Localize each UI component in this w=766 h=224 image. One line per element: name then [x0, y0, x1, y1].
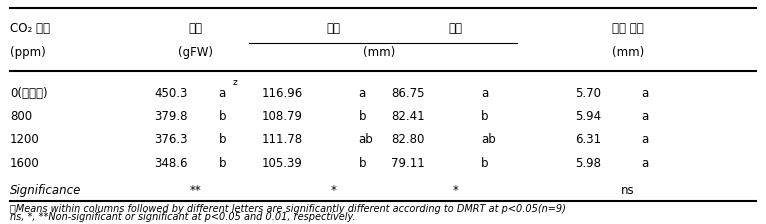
Text: z: z	[232, 78, 237, 88]
Text: 0(무처리): 0(무처리)	[10, 86, 47, 99]
Text: b: b	[218, 157, 226, 170]
Text: 과중: 과중	[188, 22, 203, 35]
Text: a: a	[641, 110, 649, 123]
Text: 376.3: 376.3	[155, 133, 188, 146]
Text: CO₂ 농도: CO₂ 농도	[10, 22, 50, 35]
Text: 1600: 1600	[10, 157, 40, 170]
Text: b: b	[481, 157, 489, 170]
Text: 5.70: 5.70	[575, 86, 601, 99]
Text: 6.31: 6.31	[574, 133, 601, 146]
Text: 79.11: 79.11	[391, 157, 425, 170]
Text: 횟경: 횟경	[449, 22, 463, 35]
Text: a: a	[641, 157, 649, 170]
Text: 82.80: 82.80	[391, 133, 425, 146]
Text: b: b	[358, 110, 366, 123]
Text: 과피 두께: 과피 두께	[612, 22, 643, 35]
Text: **: **	[190, 184, 201, 197]
Text: b: b	[218, 110, 226, 123]
Text: a: a	[641, 86, 649, 99]
Text: ab: ab	[481, 133, 496, 146]
Text: 1200: 1200	[10, 133, 40, 146]
Text: (mm): (mm)	[363, 46, 395, 59]
Text: 108.79: 108.79	[262, 110, 303, 123]
Text: ns, *, **Non-significant or significant at p<0.05 and 0.01, respectively.: ns, *, **Non-significant or significant …	[10, 212, 355, 222]
Text: 82.41: 82.41	[391, 110, 425, 123]
Text: a: a	[481, 86, 488, 99]
Text: ns: ns	[621, 184, 634, 197]
Text: a: a	[218, 86, 226, 99]
Text: 348.6: 348.6	[155, 157, 188, 170]
Text: 800: 800	[10, 110, 32, 123]
Text: ᶑMeans within columns followed by different letters are significantly different : ᶑMeans within columns followed by differ…	[10, 204, 566, 214]
Text: a: a	[358, 86, 366, 99]
Text: b: b	[218, 133, 226, 146]
Text: 86.75: 86.75	[391, 86, 425, 99]
Text: b: b	[481, 110, 489, 123]
Text: 450.3: 450.3	[155, 86, 188, 99]
Text: ab: ab	[358, 133, 373, 146]
Text: (gFW): (gFW)	[178, 46, 213, 59]
Text: *: *	[330, 184, 336, 197]
Text: a: a	[641, 133, 649, 146]
Text: 379.8: 379.8	[155, 110, 188, 123]
Text: (ppm): (ppm)	[10, 46, 46, 59]
Text: 종경: 종경	[326, 22, 340, 35]
Text: 105.39: 105.39	[262, 157, 303, 170]
Text: b: b	[358, 157, 366, 170]
Text: (mm): (mm)	[611, 46, 643, 59]
Text: 5.98: 5.98	[575, 157, 601, 170]
Text: 116.96: 116.96	[261, 86, 303, 99]
Text: 111.78: 111.78	[262, 133, 303, 146]
Text: Significance: Significance	[10, 184, 81, 197]
Text: 5.94: 5.94	[574, 110, 601, 123]
Text: *: *	[453, 184, 459, 197]
